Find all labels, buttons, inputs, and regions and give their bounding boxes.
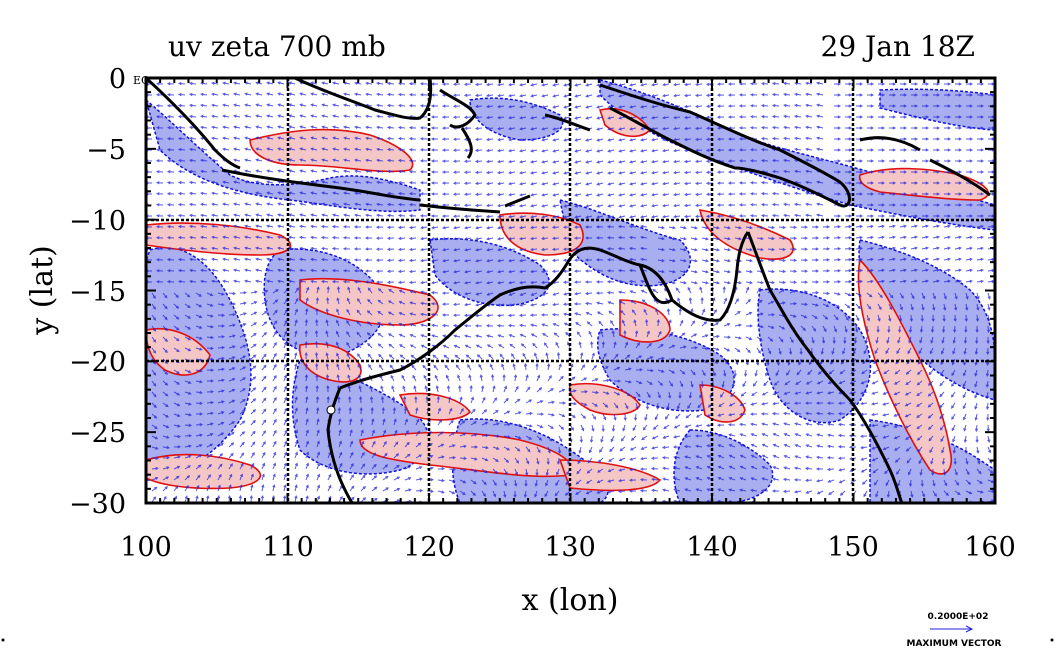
y-tick-labels: 0 −5 −10 −15 −20 −25 −30 <box>69 64 126 520</box>
map-time-label: 29 Jan 18Z <box>821 30 975 63</box>
x-tick-label: 160 <box>964 532 1016 563</box>
y-tick-label: −15 <box>69 277 126 308</box>
axis-ticks <box>145 77 996 504</box>
plot-area <box>146 78 995 503</box>
x-tick-label: 140 <box>686 532 738 563</box>
lat-lon-grid <box>146 78 995 503</box>
equator-label: EQ <box>133 74 150 87</box>
x-tick-label: 120 <box>403 532 455 563</box>
max-vector-legend: 0.2000E+02 MAXIMUM VECTOR <box>906 612 1001 649</box>
coastline <box>146 78 991 503</box>
wind-vector-field <box>146 81 995 503</box>
y-axis-label: y (lat) <box>25 245 60 335</box>
x-tick-label: 100 <box>120 532 172 563</box>
y-tick-label: −5 <box>86 135 126 166</box>
y-tick-label: −25 <box>69 418 126 449</box>
x-tick-label: 150 <box>827 532 879 563</box>
y-tick-label: 0 <box>109 64 126 95</box>
x-tick-labels: 100 110 120 130 140 150 160 <box>120 532 1016 563</box>
y-tick-label: −20 <box>69 347 126 378</box>
x-axis-label: x (lon) <box>522 583 619 618</box>
max-vector-label: MAXIMUM VECTOR <box>906 639 1001 649</box>
y-tick-label: −10 <box>69 206 126 237</box>
max-vector-value: 0.2000E+02 <box>928 612 989 622</box>
x-tick-label: 130 <box>544 532 596 563</box>
positive-vorticity-fill <box>146 108 989 492</box>
y-tick-label: −30 <box>69 489 126 520</box>
map-title: uv zeta 700 mb <box>168 30 386 63</box>
x-tick-label: 110 <box>262 532 314 563</box>
